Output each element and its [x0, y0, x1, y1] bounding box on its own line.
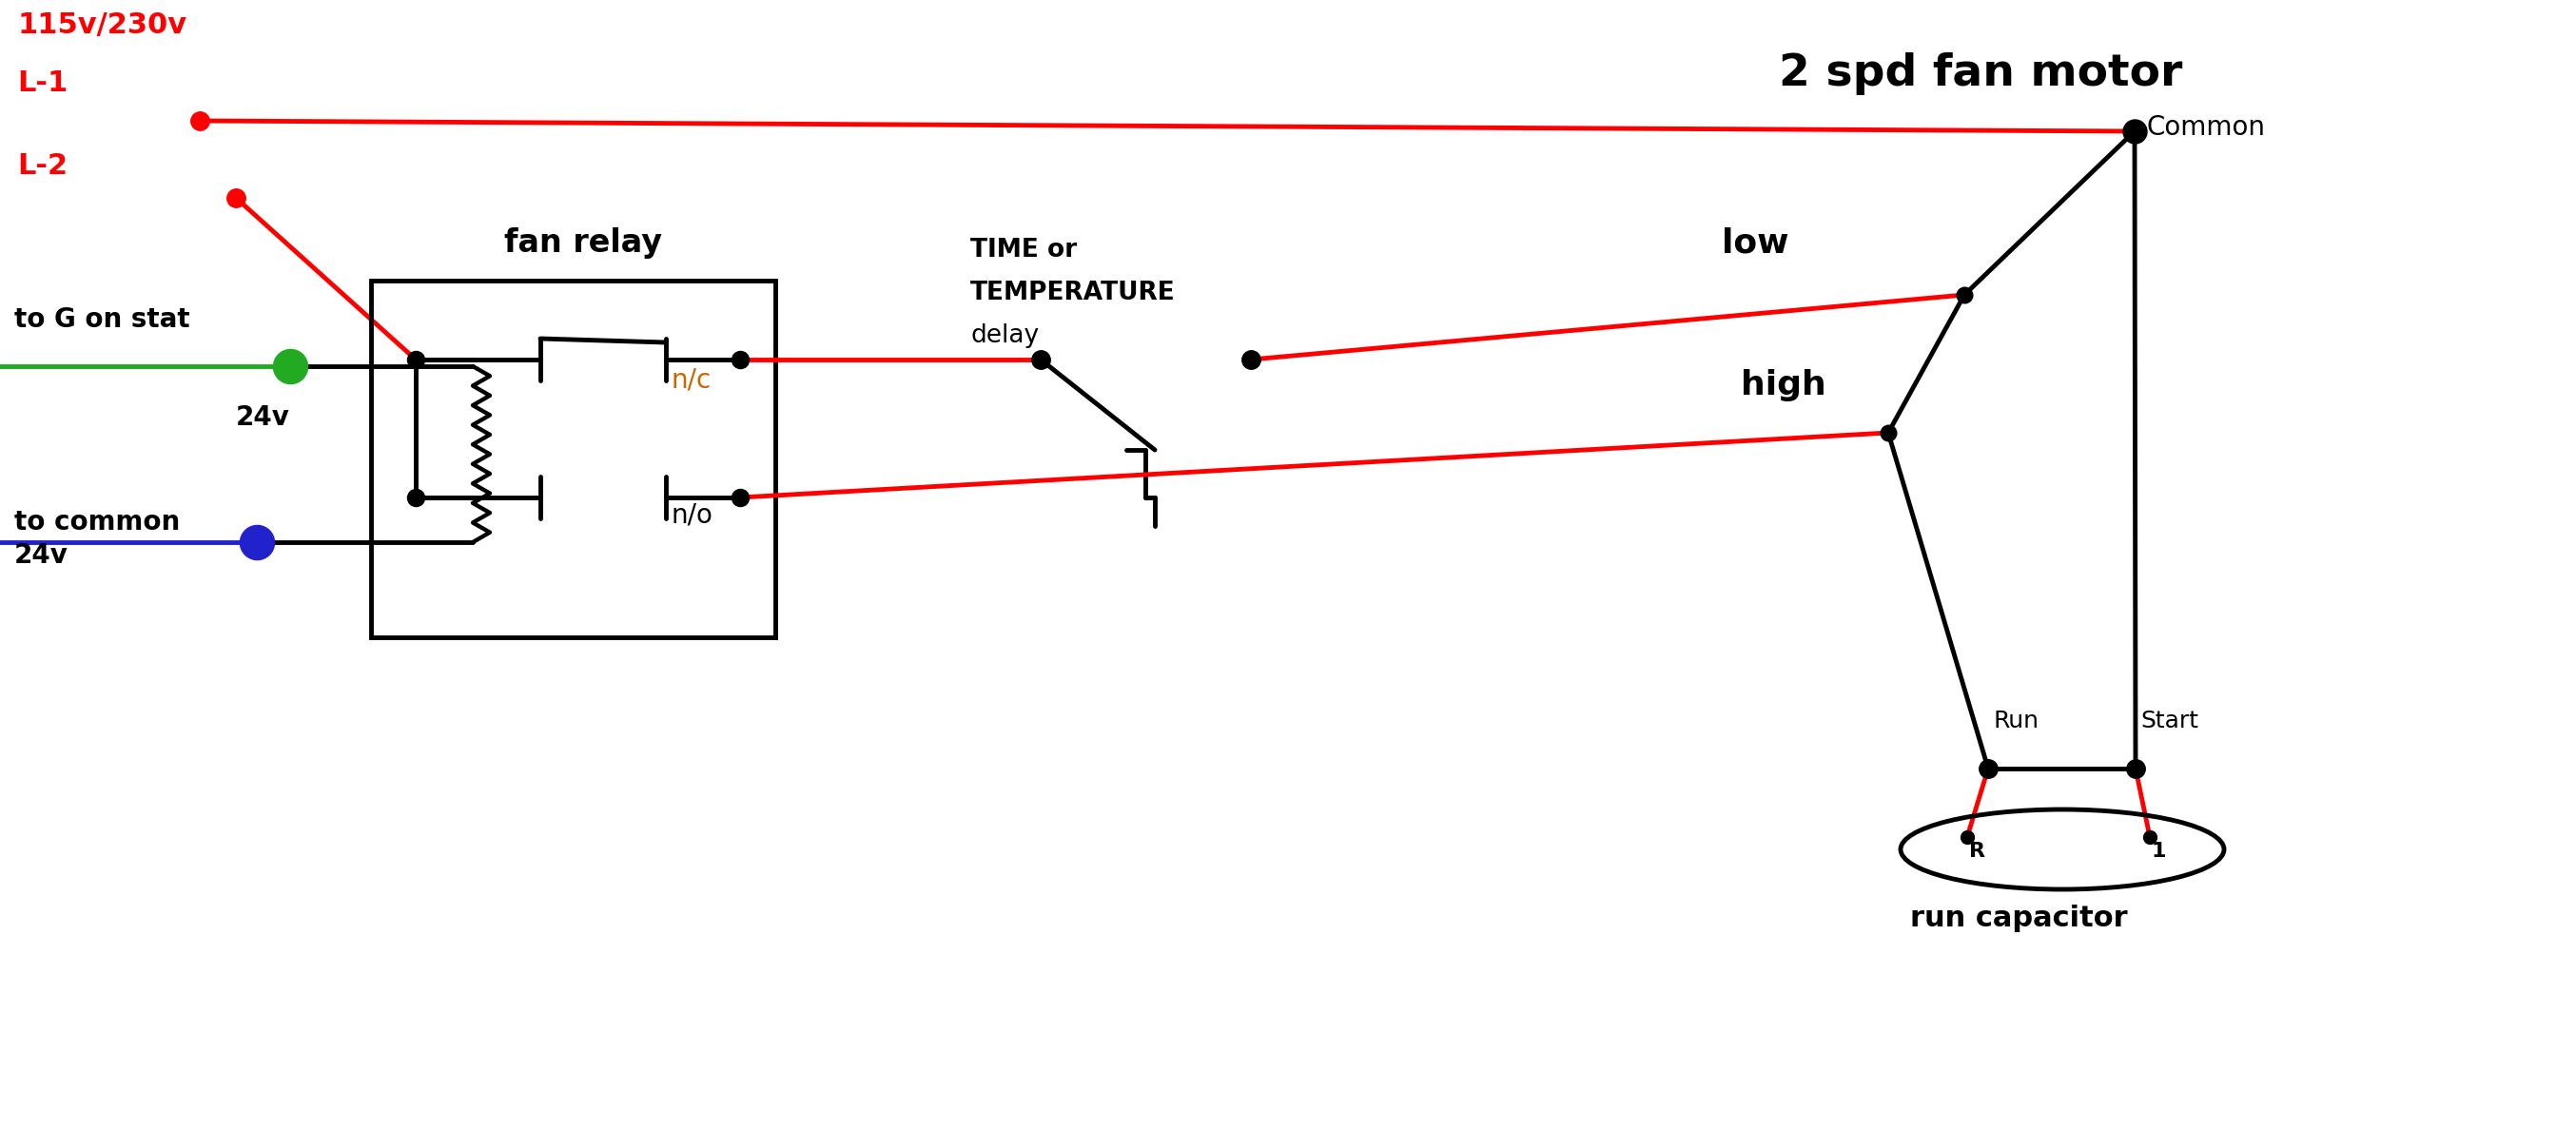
Text: 24v: 24v: [237, 405, 291, 431]
Text: Start: Start: [2141, 710, 2197, 732]
Text: Common: Common: [2146, 114, 2264, 141]
Text: n/o: n/o: [670, 502, 714, 528]
Text: run capacitor: run capacitor: [1911, 905, 2128, 932]
Text: 2 spd fan motor: 2 spd fan motor: [1780, 52, 2182, 95]
Text: high: high: [1741, 370, 1826, 401]
Text: TIME or: TIME or: [971, 237, 1077, 262]
Text: R: R: [1968, 842, 1986, 861]
Text: n/c: n/c: [670, 366, 711, 393]
Text: delay: delay: [971, 323, 1038, 348]
Text: to common
24v: to common 24v: [15, 508, 180, 568]
Text: L-2: L-2: [18, 153, 67, 180]
Bar: [371, 280, 775, 637]
Text: low: low: [1721, 226, 1788, 259]
Text: to G on stat: to G on stat: [15, 306, 191, 333]
Text: 115v/230v: 115v/230v: [18, 11, 185, 40]
Text: 1: 1: [2151, 842, 2166, 861]
Text: fan relay: fan relay: [505, 227, 662, 259]
Text: TEMPERATURE: TEMPERATURE: [971, 280, 1175, 305]
Text: L-1: L-1: [18, 69, 67, 97]
Text: Run: Run: [1994, 710, 2038, 732]
